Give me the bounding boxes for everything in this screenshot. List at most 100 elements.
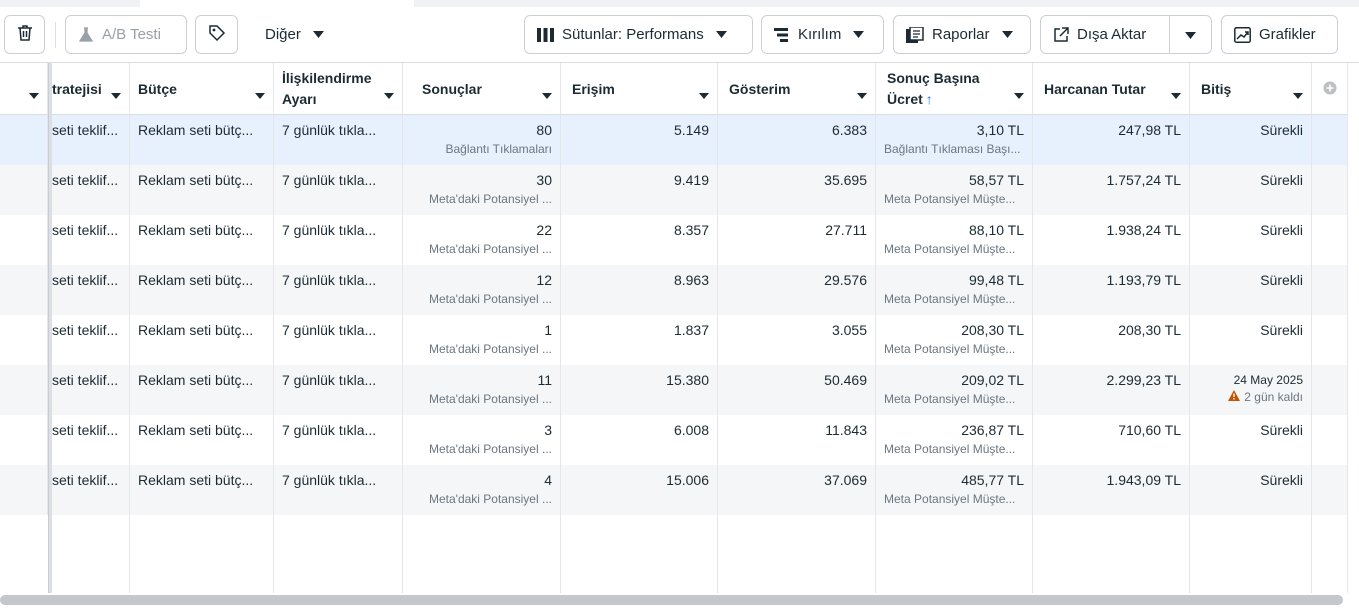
cell-attribution: 7 günlük tıkla... — [274, 465, 403, 515]
cell-reach: 1.837 — [561, 315, 718, 365]
column-header-hidden[interactable] — [0, 63, 48, 115]
reports-label: Raporlar — [932, 26, 990, 43]
charts-button[interactable]: Grafikler — [1221, 15, 1338, 54]
cell-strategy: seti teklif... — [52, 365, 130, 415]
table-row[interactable]: seti teklif... Reklam seti bütç... 7 günlü… — [0, 265, 1347, 315]
column-divider — [402, 115, 403, 593]
cell-value: Sürekli — [1260, 122, 1303, 138]
cell-reach: 15.380 — [561, 365, 718, 415]
cell-value: 11 — [537, 372, 552, 388]
column-header-amount-spent[interactable]: Harcanan Tutar — [1033, 63, 1190, 115]
row-lead-cell — [0, 115, 48, 165]
cell-subtext: Meta Potansiyel Müşte... — [884, 292, 1016, 306]
column-header-budget[interactable]: Bütçe — [130, 63, 274, 115]
table-row[interactable]: seti teklif... Reklam seti bütç... 7 günlü… — [0, 415, 1347, 465]
cell-reach: 8.963 — [561, 265, 718, 315]
cell-cpr: 208,30 TL Meta Potansiyel Müşte... — [876, 315, 1033, 365]
cell-ends: Sürekli — [1190, 165, 1312, 215]
column-header-reach[interactable]: Erişim — [561, 63, 718, 115]
column-header-strategy[interactable]: tratejisi — [52, 63, 130, 115]
cell-subtext: Meta Potansiyel Müşte... — [884, 492, 1016, 506]
ab-test-button[interactable]: A/B Testi — [65, 15, 187, 54]
toolbar: A/B Testi Diğer Sütunlar: Performans Kır… — [0, 7, 1359, 63]
table-row[interactable]: seti teklif... Reklam seti bütç... 7 günlü… — [0, 315, 1347, 365]
cell-subtext: Meta Potansiyel Müşte... — [884, 242, 1016, 256]
vertical-scroll-track[interactable] — [1347, 63, 1359, 593]
cell-value: Sürekli — [1260, 422, 1303, 438]
cell-reach: 8.357 — [561, 215, 718, 265]
cell-cpr: 236,87 TL Meta Potansiyel Müşte... — [876, 415, 1033, 465]
cell-reach: 6.008 — [561, 415, 718, 465]
cell-value: 22 — [536, 222, 552, 238]
breakdown-button[interactable]: Kırılım — [761, 15, 884, 54]
column-divider — [1189, 115, 1190, 593]
cell-value: 485,77 TL — [961, 472, 1024, 488]
horizontal-scrollbar[interactable] — [0, 595, 1343, 605]
cell-value: 1.938,24 TL — [1106, 222, 1181, 238]
cell-reach: 5.149 — [561, 115, 718, 165]
reports-button[interactable]: Raporlar — [893, 15, 1031, 54]
delete-button[interactable] — [4, 15, 45, 54]
table-row[interactable]: seti teklif... Reklam seti bütç... 7 günlü… — [0, 215, 1347, 265]
cell-value: Reklam seti bütç... — [138, 422, 254, 438]
cell-impressions: 35.695 — [718, 165, 876, 215]
cell-spent: 247,98 TL — [1033, 115, 1190, 165]
tag-button[interactable] — [195, 15, 238, 54]
column-header-impressions[interactable]: Gösterim — [718, 63, 876, 115]
table-row[interactable]: seti teklif... Reklam seti bütç... 7 günlü… — [0, 115, 1347, 165]
export-label: Dışa Aktar — [1077, 26, 1147, 43]
cell-value: 1.193,79 TL — [1106, 272, 1181, 288]
more-button[interactable]: Diğer — [252, 15, 342, 54]
frozen-column-divider[interactable] — [48, 63, 52, 593]
cell-ends: Sürekli — [1190, 265, 1312, 315]
column-header-results[interactable]: Sonuçlar — [403, 63, 561, 115]
cell-ends: 24 May 2025 2 gün kaldı — [1190, 365, 1312, 415]
cell-attribution: 7 günlük tıkla... — [274, 115, 403, 165]
cell-impressions: 29.576 — [718, 265, 876, 315]
cell-value: 236,87 TL — [961, 422, 1024, 438]
cell-value: Sürekli — [1260, 322, 1303, 338]
table-row[interactable]: seti teklif... Reklam seti bütç... 7 günlü… — [0, 165, 1347, 215]
cell-value: 15.380 — [666, 372, 709, 388]
cell-value: 8.357 — [673, 222, 709, 238]
cell-value: 9.419 — [673, 172, 709, 188]
cell-spent: 1.938,24 TL — [1033, 215, 1190, 265]
column-header-ends[interactable]: Bitiş — [1190, 63, 1312, 115]
cell-subtext: Bağlantı Tıklamaları — [445, 142, 553, 156]
cell-cpr: 88,10 TL Meta Potansiyel Müşte... — [876, 215, 1033, 265]
end-date: 24 May 2025 — [1233, 373, 1303, 387]
cell-results: 22 Meta'daki Potansiyel ... — [403, 215, 561, 265]
cell-attribution: 7 günlük tıkla... — [274, 365, 403, 415]
columns-label: Sütunlar: Performans — [562, 26, 704, 43]
table-row[interactable]: seti teklif... Reklam seti bütç... 7 günlü… — [0, 365, 1347, 415]
cell-value: seti teklif... — [52, 472, 119, 488]
caret-down-icon — [111, 86, 121, 102]
cell-strategy: seti teklif... — [52, 265, 130, 315]
caret-down-icon — [715, 31, 727, 38]
column-header-cost-per-result[interactable]: Sonuç Başına Ücret ↑ — [876, 63, 1033, 115]
cell-budget: Reklam seti bütç... — [130, 315, 274, 365]
caret-down-icon — [29, 86, 39, 102]
add-column-button[interactable] — [1312, 63, 1347, 115]
table-row[interactable]: seti teklif... Reklam seti bütç... 7 günlü… — [0, 465, 1347, 515]
cell-subtext: Meta'daki Potansiyel ... — [428, 192, 552, 206]
column-header-attribution[interactable]: İlişkilendirme Ayarı — [274, 63, 403, 115]
column-divider — [1032, 115, 1033, 593]
cell-attribution: 7 günlük tıkla... — [274, 215, 403, 265]
columns-button[interactable]: Sütunlar: Performans — [524, 15, 753, 54]
cell-reach: 15.006 — [561, 465, 718, 515]
export-dropdown-button[interactable] — [1169, 15, 1212, 54]
warning-icon — [1228, 390, 1244, 404]
cell-value: 6.383 — [831, 122, 867, 138]
row-lead-cell — [0, 165, 48, 215]
caret-down-icon — [853, 31, 865, 38]
cell-ends: Sürekli — [1190, 415, 1312, 465]
row-lead-cell — [0, 415, 48, 465]
cell-results: 30 Meta'daki Potansiyel ... — [403, 165, 561, 215]
cell-value: 208,30 TL — [961, 322, 1024, 338]
export-button[interactable]: Dışa Aktar — [1040, 15, 1170, 54]
table-header: tratejisi Bütçe İlişkilendirme Ayarı Son… — [0, 63, 1347, 115]
cell-value: seti teklif... — [52, 122, 119, 138]
cell-budget: Reklam seti bütç... — [130, 115, 274, 165]
cell-subtext: Meta'daki Potansiyel ... — [428, 392, 552, 406]
